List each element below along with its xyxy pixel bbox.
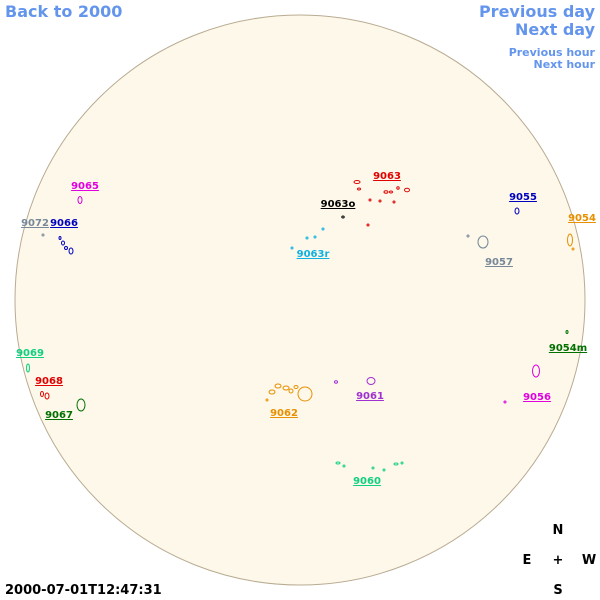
region-contour — [297, 386, 313, 402]
region-link[interactable]: 9057 — [485, 257, 513, 268]
region-contour — [290, 246, 294, 250]
region-contour — [58, 236, 62, 240]
compass-west: W — [582, 553, 596, 568]
region-contour — [400, 461, 404, 465]
region-link[interactable]: 9063o — [321, 199, 356, 210]
region-contour — [477, 235, 489, 249]
region-contour — [393, 462, 399, 466]
region-contour — [382, 468, 386, 472]
compass-east: E — [523, 553, 532, 568]
region-contour — [268, 389, 276, 395]
region-contour — [265, 398, 269, 402]
region-contour — [293, 385, 299, 389]
region-contour — [396, 186, 400, 190]
region-contour — [383, 190, 389, 194]
compass-north: N — [553, 523, 564, 538]
region-contour — [371, 466, 375, 470]
region-contour — [389, 190, 393, 194]
region-link[interactable]: 9061 — [356, 391, 384, 402]
region-contour — [466, 234, 470, 238]
region-contour — [392, 200, 396, 204]
region-contour — [282, 385, 290, 391]
region-contour — [571, 247, 575, 251]
region-contour — [41, 233, 45, 237]
region-contour — [68, 247, 74, 255]
region-link[interactable]: 9068 — [35, 376, 63, 387]
region-contour — [341, 215, 345, 219]
previous-day-link[interactable]: Previous day — [479, 2, 596, 21]
region-link[interactable]: 9067 — [45, 410, 73, 421]
region-contour — [368, 198, 372, 202]
compass-south: S — [553, 583, 562, 598]
region-contour — [378, 199, 382, 203]
region-link[interactable]: 9062 — [270, 408, 298, 419]
region-link[interactable]: 9056 — [523, 392, 551, 403]
region-contour — [274, 383, 282, 389]
region-contour — [288, 388, 294, 394]
region-contour — [76, 398, 86, 412]
region-link[interactable]: 9065 — [71, 181, 99, 192]
timestamp: 2000-07-01T12:47:31 — [5, 583, 162, 598]
region-contour — [565, 330, 569, 334]
next-day-link[interactable]: Next day — [515, 20, 596, 39]
region-contour — [40, 391, 44, 397]
region-contour — [335, 461, 341, 465]
next-hour-link[interactable]: Next hour — [534, 58, 596, 71]
back-link[interactable]: Back to 2000 — [5, 2, 122, 21]
region-contour — [404, 187, 410, 193]
region-link[interactable]: 9066 — [50, 218, 78, 229]
region-contour — [61, 240, 65, 246]
region-contour — [313, 235, 317, 239]
region-contour — [321, 227, 325, 231]
region-contour — [77, 196, 83, 204]
region-contour — [334, 380, 338, 384]
region-link[interactable]: 9054m — [549, 343, 587, 354]
region-contour — [44, 392, 50, 400]
region-contour — [353, 180, 361, 184]
region-contour — [567, 233, 573, 247]
previous-hour-link[interactable]: Previous hour — [509, 46, 596, 59]
solar-disk — [14, 14, 586, 586]
region-link[interactable]: 9054 — [568, 213, 596, 224]
region-link[interactable]: 9063 — [373, 171, 401, 182]
region-link[interactable]: 9063r — [297, 249, 330, 260]
region-link[interactable]: 9072 — [21, 218, 49, 229]
region-link[interactable]: 9069 — [16, 348, 44, 359]
region-contour — [26, 363, 30, 373]
region-contour — [366, 377, 376, 385]
region-contour — [366, 223, 370, 227]
region-contour — [305, 236, 309, 240]
region-contour — [357, 187, 361, 191]
region-link[interactable]: 9055 — [509, 192, 537, 203]
region-contour — [532, 364, 540, 378]
region-contour — [342, 464, 346, 468]
region-contour — [503, 400, 507, 404]
region-contour — [64, 246, 68, 250]
compass-center: + — [553, 553, 564, 568]
region-contour — [514, 207, 520, 215]
region-link[interactable]: 9060 — [353, 476, 381, 487]
